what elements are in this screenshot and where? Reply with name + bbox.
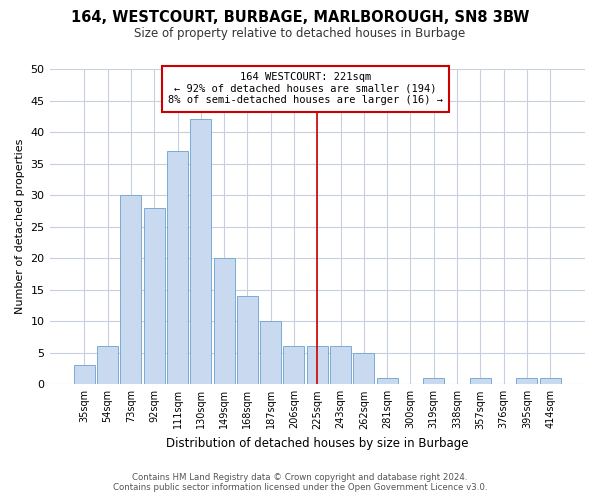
Bar [214,258,235,384]
Bar [74,366,95,384]
Bar [283,346,304,385]
Bar [423,378,444,384]
Bar [377,378,398,384]
Bar [307,346,328,385]
Bar [330,346,351,385]
X-axis label: Distribution of detached houses by size in Burbage: Distribution of detached houses by size … [166,437,469,450]
Text: 164 WESTCOURT: 221sqm
← 92% of detached houses are smaller (194)
8% of semi-deta: 164 WESTCOURT: 221sqm ← 92% of detached … [168,72,443,106]
Bar [144,208,165,384]
Text: 164, WESTCOURT, BURBAGE, MARLBOROUGH, SN8 3BW: 164, WESTCOURT, BURBAGE, MARLBOROUGH, SN… [71,10,529,25]
Bar [190,120,211,384]
Bar [97,346,118,385]
Bar [353,353,374,384]
Bar [470,378,491,384]
Bar [237,296,258,384]
Bar [260,321,281,384]
Bar [539,378,560,384]
Y-axis label: Number of detached properties: Number of detached properties [15,139,25,314]
Text: Size of property relative to detached houses in Burbage: Size of property relative to detached ho… [134,28,466,40]
Bar [517,378,538,384]
Bar [167,151,188,384]
Text: Contains HM Land Registry data © Crown copyright and database right 2024.
Contai: Contains HM Land Registry data © Crown c… [113,473,487,492]
Bar [121,195,142,384]
